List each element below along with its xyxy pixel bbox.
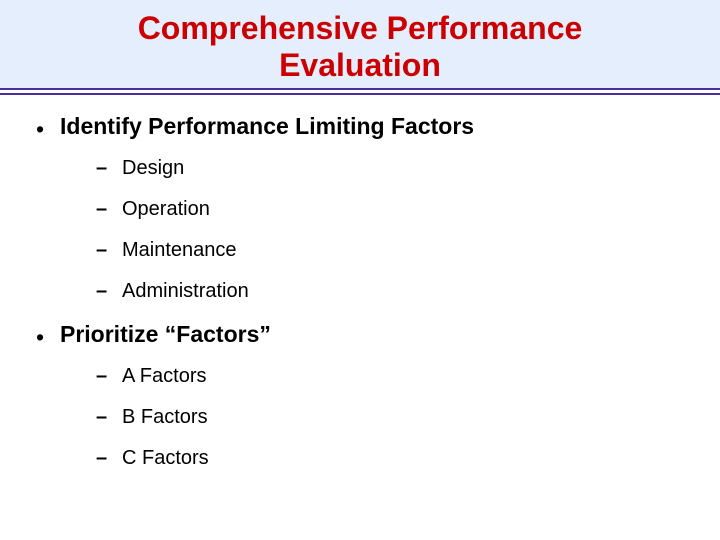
rule-top	[0, 88, 720, 90]
sub-text: Operation	[122, 198, 210, 221]
sub-item: – Maintenance	[96, 239, 720, 262]
dash-icon: –	[96, 280, 122, 303]
dash-icon: –	[96, 365, 122, 388]
sub-item: – Operation	[96, 198, 720, 221]
slide-title: Comprehensive Performance Evaluation	[138, 10, 583, 84]
sub-text: C Factors	[122, 447, 209, 470]
sub-text: Administration	[122, 280, 249, 303]
dash-icon: –	[96, 157, 122, 180]
sub-text: B Factors	[122, 406, 208, 429]
dash-icon: –	[96, 406, 122, 429]
bullet-item: • Prioritize “Factors”	[36, 321, 720, 349]
slide: Comprehensive Performance Evaluation • I…	[0, 0, 720, 540]
title-line-1: Comprehensive Performance	[138, 10, 583, 46]
title-band: Comprehensive Performance Evaluation	[0, 0, 720, 88]
sub-text: A Factors	[122, 365, 206, 388]
bullet-text: Prioritize “Factors”	[60, 321, 271, 348]
bullet-dot-icon: •	[36, 113, 60, 141]
bullet-text: Identify Performance Limiting Factors	[60, 113, 474, 140]
sub-item: – C Factors	[96, 447, 720, 470]
content-area: • Identify Performance Limiting Factors …	[0, 95, 720, 470]
sub-text: Design	[122, 157, 184, 180]
dash-icon: –	[96, 198, 122, 221]
sub-text: Maintenance	[122, 239, 237, 262]
sub-item: – Administration	[96, 280, 720, 303]
dash-icon: –	[96, 239, 122, 262]
sub-item: – A Factors	[96, 365, 720, 388]
sub-item: – Design	[96, 157, 720, 180]
bullet-item: • Identify Performance Limiting Factors	[36, 113, 720, 141]
dash-icon: –	[96, 447, 122, 470]
title-line-2: Evaluation	[279, 47, 441, 83]
sub-item: – B Factors	[96, 406, 720, 429]
bullet-dot-icon: •	[36, 321, 60, 349]
title-underline	[0, 88, 720, 95]
